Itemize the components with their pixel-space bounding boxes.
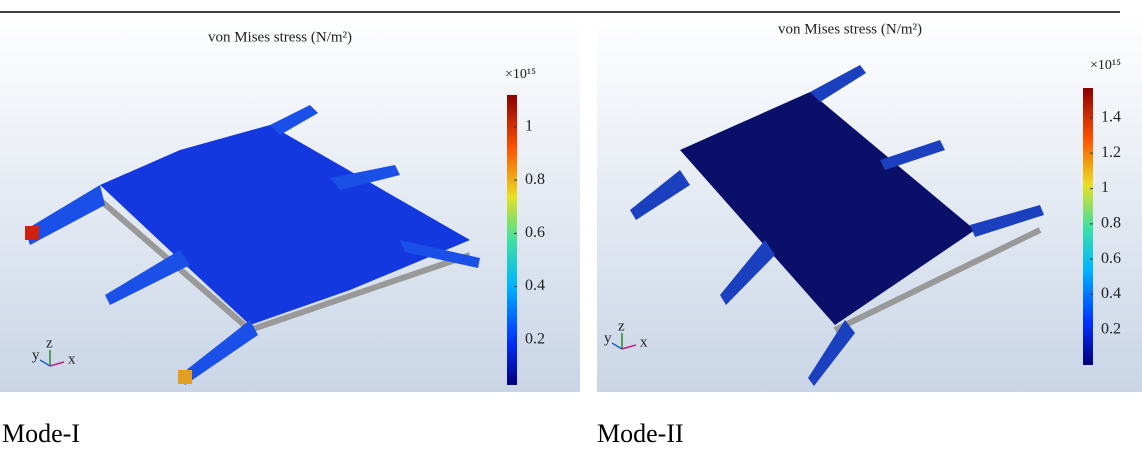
axis-label: z [618,318,625,334]
colorbar-tick-label: 1 [1101,179,1109,196]
panel-title: von Mises stress (N/m²) [208,29,352,45]
axis-label: y [32,347,40,363]
colorbar-tick-label: 0.2 [525,330,545,347]
axis-label: x [68,351,76,367]
figure: von Mises stress (N/m²) ×10¹⁵ 0.2 0.4 0.6 0.8… [0,0,1142,462]
colorbar-tick-label: 0.4 [1101,285,1121,302]
colorbar [507,95,517,385]
colorbar-tick-label: 0.4 [525,277,545,294]
colorbar-exponent: ×10¹⁵ [505,67,536,82]
colorbar-tick-label: 0.2 [1101,320,1121,337]
axis-label: z [46,335,53,351]
panel-title: von Mises stress (N/m²) [778,21,922,37]
caption: Mode-I [2,419,80,448]
colorbar-tick-label: 0.8 [1101,215,1121,232]
colorbar [1083,88,1093,365]
colorbar-exponent: ×10¹⁵ [1090,58,1121,73]
colorbar-tick-label: 0.8 [525,171,545,188]
colorbar-tick-label: 1.4 [1101,109,1121,126]
axis-label: x [640,334,648,350]
colorbar-tick-label: 1 [525,118,533,135]
axis-label: y [604,330,612,346]
colorbar-tick-label: 0.6 [1101,250,1121,267]
page: von Mises stress (N/m²) ×10¹⁵ 0.2 0.4 0.6 0.8… [0,0,1142,462]
colorbar-tick-label: 1.2 [1101,144,1121,161]
colorbar-tick-label: 0.6 [525,224,545,241]
caption: Mode-II [597,419,684,448]
